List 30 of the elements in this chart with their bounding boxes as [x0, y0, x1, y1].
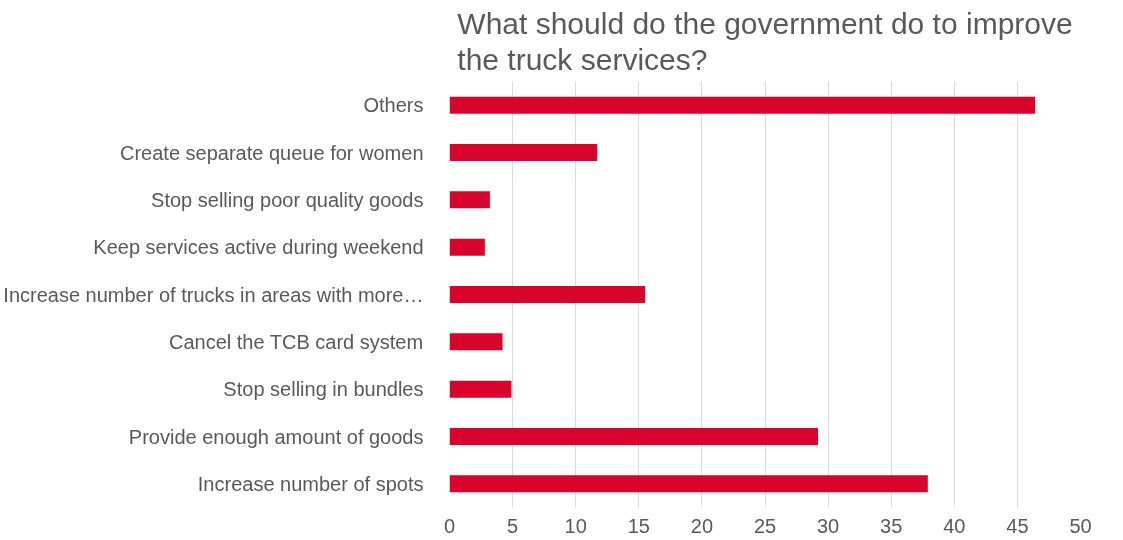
bar [449, 380, 512, 398]
x-tick-label: 45 [1006, 514, 1029, 537]
bar [449, 427, 818, 446]
y-tick-label: Stop selling in bundles [223, 378, 424, 401]
bar [449, 238, 485, 256]
y-tick-label: Cancel the TCB card system [168, 330, 424, 353]
bar [449, 191, 490, 209]
y-tick-label: Stop selling poor quality goods [151, 188, 424, 211]
y-tick-label: Increase number of trucks in areas with more… [3, 283, 424, 306]
x-tick-label: 10 [564, 514, 587, 537]
x-tick-label: 20 [690, 514, 714, 537]
x-tick-label: 35 [880, 514, 903, 537]
bar [449, 143, 598, 162]
x-tick-label: 5 [507, 514, 519, 537]
x-tick-label: 30 [816, 514, 840, 537]
y-tick-label: Others [363, 94, 424, 117]
bar [449, 96, 1036, 114]
x-tick-label: 50 [1069, 514, 1092, 537]
x-tick-label: 15 [627, 514, 650, 537]
y-tick-label: Increase number of spots [197, 472, 424, 495]
bar [449, 475, 928, 493]
y-tick-label: Keep services active during weekend [93, 236, 424, 259]
y-tick-label: Create separate queue for women [119, 141, 424, 164]
x-tick-label: 40 [943, 514, 966, 537]
x-tick-label: 25 [753, 514, 777, 537]
bar [449, 285, 646, 304]
bar [449, 333, 503, 351]
chart-title: What should do the government do to improve the truck services? [457, 7, 1073, 77]
y-tick-label: Provide enough amount of goods [128, 425, 424, 448]
x-tick-label: 0 [443, 514, 456, 537]
